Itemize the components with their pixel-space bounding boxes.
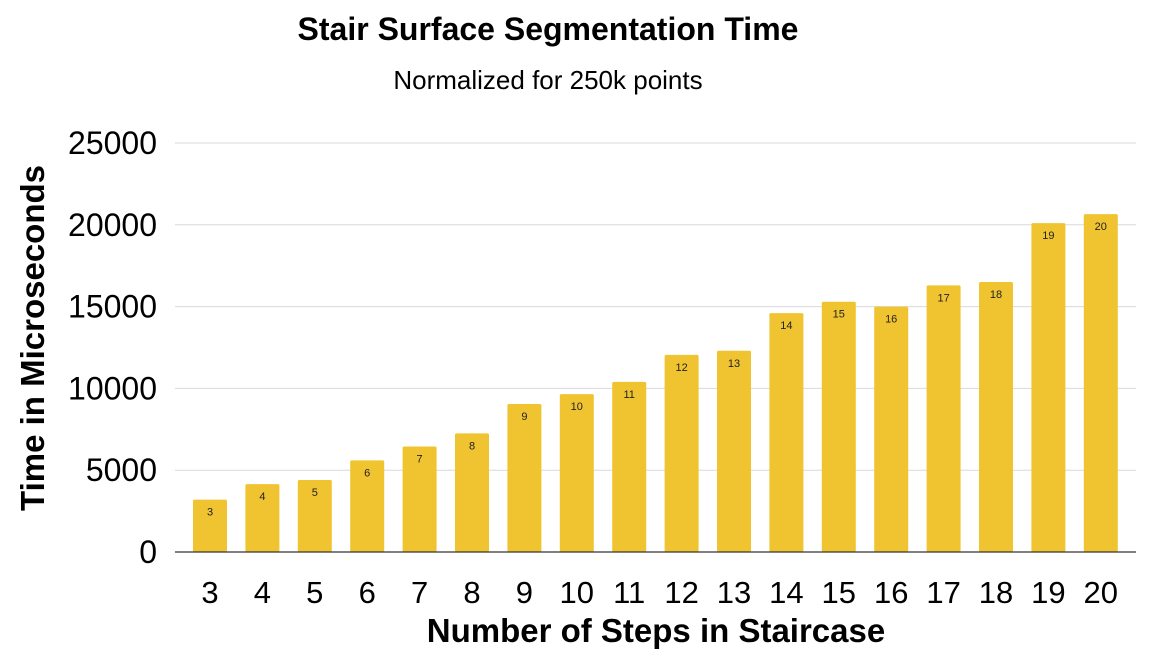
x-tick-label: 8: [463, 575, 480, 610]
bar-data-label: 6: [364, 467, 370, 479]
x-tick-label: 18: [979, 575, 1013, 610]
bar: [402, 446, 437, 552]
y-tick-label: 5000: [86, 452, 157, 488]
bar: [1083, 214, 1118, 552]
bar: [821, 301, 856, 552]
bar-data-label: 8: [469, 440, 475, 452]
bar-data-label: 9: [521, 411, 527, 423]
bar: [193, 499, 227, 552]
bars: [193, 214, 1118, 552]
y-tick-label: 0: [139, 534, 157, 570]
bar: [979, 282, 1013, 552]
chart-title: Stair Surface Segmentation Time: [298, 11, 799, 47]
bar-data-label: 13: [728, 358, 740, 370]
bar-data-label: 14: [780, 320, 792, 332]
bar: [297, 480, 332, 552]
x-tick-label: 17: [926, 575, 960, 610]
bar-data-label: 15: [833, 309, 845, 321]
bar: [769, 313, 804, 552]
y-axis-title: Time in Microseconds: [14, 165, 51, 511]
x-tick-label: 6: [359, 575, 376, 610]
bar: [559, 394, 594, 552]
bar: [717, 350, 751, 552]
bar-data-label: 16: [885, 314, 897, 326]
bar-data-label: 19: [1042, 230, 1054, 242]
y-tick-label: 25000: [68, 125, 157, 161]
bar-data-label: 10: [571, 401, 583, 413]
bar-data-label: 4: [259, 491, 265, 503]
x-tick-label: 16: [874, 575, 908, 610]
x-tick-label: 10: [560, 575, 594, 610]
y-axis-ticks: 0 5000 10000 15000 20000 25000: [68, 125, 157, 570]
gridlines: [175, 142, 1136, 471]
bar-data-label: 12: [675, 362, 687, 374]
data-labels: 3 4 5 6 7 8 9 10 11 12 13 14 15 16 17 18 19 20: [207, 221, 1107, 518]
x-tick-label: 3: [201, 575, 218, 610]
bar-data-label: 7: [417, 453, 423, 465]
x-tick-label: 5: [306, 575, 323, 610]
bar-data-label: 18: [990, 289, 1002, 301]
y-tick-label: 20000: [68, 207, 157, 243]
x-tick-label: 20: [1084, 575, 1118, 610]
bar: [874, 306, 909, 552]
bar: [507, 403, 542, 552]
bar-data-label: 5: [312, 487, 318, 499]
bar: [664, 354, 699, 552]
bar-data-label: 20: [1095, 221, 1107, 233]
x-tick-label: 14: [769, 575, 803, 610]
y-tick-label: 10000: [68, 370, 157, 406]
bar: [926, 285, 961, 552]
bar-data-label: 17: [937, 292, 949, 304]
x-tick-label: 15: [822, 575, 856, 610]
bar: [245, 484, 280, 552]
x-tick-label: 19: [1031, 575, 1065, 610]
x-tick-label: 13: [717, 575, 751, 610]
x-tick-label: 12: [664, 575, 698, 610]
bar-data-label: 3: [207, 507, 213, 519]
x-axis-ticks: 3 4 5 6 7 8 9 10 11 12 13 14 15 16 17 18 19 20: [201, 575, 1118, 610]
y-tick-label: 15000: [68, 289, 157, 325]
bar: [1031, 223, 1066, 552]
x-tick-label: 11: [613, 575, 645, 610]
x-tick-label: 7: [411, 575, 428, 610]
x-tick-label: 9: [516, 575, 533, 610]
x-tick-label: 4: [254, 575, 271, 610]
bar-data-label: 11: [623, 389, 634, 401]
bar: [612, 381, 647, 552]
x-axis-title: Number of Steps in Staircase: [427, 612, 885, 649]
bar: [350, 460, 385, 552]
bar: [455, 433, 489, 552]
chart-subtitle: Normalized for 250k points: [393, 65, 702, 95]
